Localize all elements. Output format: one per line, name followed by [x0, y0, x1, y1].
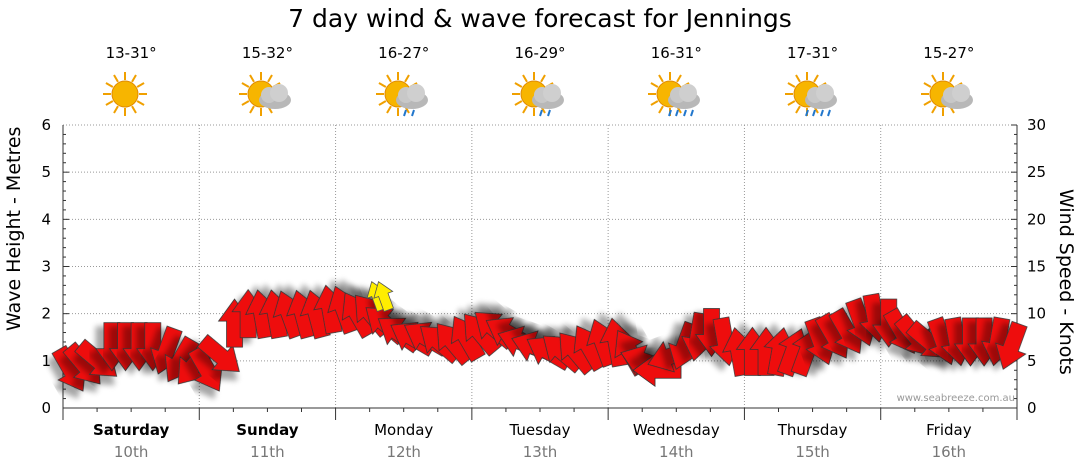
wave-arrow [373, 280, 394, 313]
day-name: Monday [374, 421, 434, 439]
day-date: 12th [386, 443, 421, 461]
day-temperature: 13-31° [105, 44, 157, 62]
tick-label-right: 20 [1027, 210, 1046, 228]
sun-cloud-rain-icon [375, 72, 428, 117]
tick-label-left: 2 [41, 305, 51, 323]
wind-arrows [51, 284, 1028, 392]
tick-label-right: 15 [1027, 258, 1046, 276]
tick-label-left: 0 [41, 399, 51, 417]
day-name: Sunday [236, 421, 299, 439]
tick-label-left: 1 [41, 352, 51, 370]
day-date: 13th [522, 443, 558, 461]
day-date: 14th [659, 443, 694, 461]
sun-cloud-rain-icon [512, 72, 564, 117]
day-temperature: 16-27° [378, 44, 430, 62]
day-date: 10th [113, 443, 149, 461]
wind-arrow [995, 320, 1028, 370]
day-name: Wednesday [632, 421, 720, 439]
tick-label-right: 30 [1027, 116, 1046, 134]
sun-cloud-icon [920, 72, 973, 116]
tick-label-right: 0 [1027, 399, 1037, 417]
day-date: 15th [795, 443, 830, 461]
day-temperature: 16-31° [650, 44, 702, 62]
tick-label-right: 25 [1027, 163, 1046, 181]
wind-arrow [196, 333, 240, 372]
tick-labels: 0 1 2 3 4 5 6 0 5 10 15 20 25 30 [41, 116, 1046, 417]
axes [62, 124, 1018, 420]
wave-arrows [366, 280, 394, 313]
day-name: Saturday [92, 421, 170, 439]
day-temperature: 15-32° [241, 44, 293, 62]
tick-label-right: 10 [1027, 305, 1046, 323]
day-name: Thursday [777, 421, 848, 439]
day-temperature: 15-27° [923, 44, 975, 62]
day-name: Friday [926, 421, 972, 439]
day-temperature: 17-31° [787, 44, 839, 62]
chart-title: 7 day wind & wave forecast for Jennings [288, 4, 792, 33]
day-name: Tuesday [509, 421, 571, 439]
tick-label-left: 3 [41, 258, 51, 276]
tick-label-left: 4 [41, 210, 51, 228]
sun-cloud-heavy-rain-icon [648, 72, 701, 117]
watermark: www.seabreeze.com.au [897, 393, 1015, 404]
sun-cloud-icon [239, 72, 292, 116]
sun-cloud-heavy-rain-icon [784, 72, 837, 117]
day-date: 16th [931, 443, 967, 461]
tick-label-right: 5 [1027, 352, 1037, 370]
tick-label-left: 6 [41, 116, 51, 134]
day-date: 11th [250, 443, 285, 461]
tick-label-left: 5 [41, 163, 51, 181]
sun-icon [103, 72, 148, 116]
day-temperature: 16-29° [514, 44, 566, 62]
